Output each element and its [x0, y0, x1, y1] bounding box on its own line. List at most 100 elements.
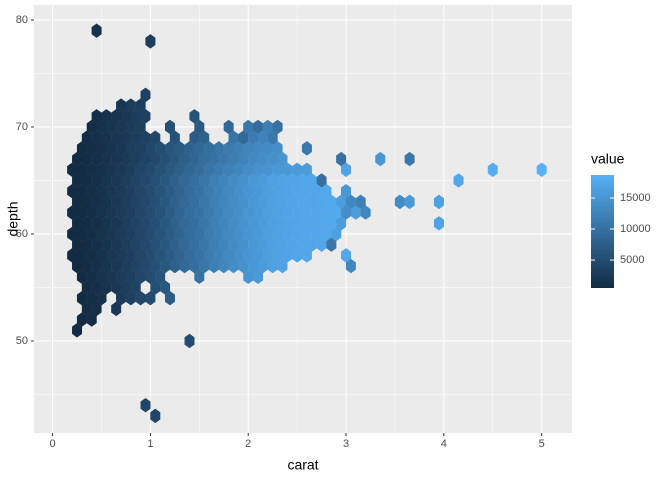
- hex-bin: [228, 173, 239, 188]
- hex-bin: [155, 183, 166, 199]
- hex-bin: [262, 248, 273, 263]
- hex-bin: [81, 258, 92, 274]
- hex-bin: [135, 248, 146, 263]
- hex-bin: [91, 280, 102, 295]
- hex-bin: [164, 183, 175, 199]
- hex-bin: [135, 269, 146, 284]
- hex-bin: [76, 290, 87, 306]
- hex-bin: [145, 290, 156, 306]
- hex-bin: [301, 226, 312, 242]
- hex-bin: [189, 258, 200, 274]
- hex-bin: [292, 248, 303, 263]
- hex-bin: [257, 151, 268, 167]
- hex-bin: [184, 248, 195, 263]
- hex-bin: [86, 183, 97, 199]
- hex-bin: [116, 269, 127, 284]
- hex-bin: [301, 162, 312, 177]
- hex-bin: [174, 205, 185, 220]
- hex-bin: [204, 141, 215, 156]
- hex-bin: [135, 98, 146, 113]
- hex-bin: [120, 216, 131, 231]
- hex-bin: [316, 194, 327, 210]
- hex-bin: [135, 205, 146, 220]
- hex-bin: [155, 248, 166, 263]
- hex-bin: [164, 248, 175, 263]
- hex-bin: [72, 237, 83, 252]
- hex-bin: [101, 237, 112, 252]
- hex-bin: [67, 183, 78, 199]
- hex-bin: [277, 237, 288, 252]
- hex-bin: [218, 237, 229, 252]
- hex-bin: [111, 194, 122, 210]
- hex-bin: [208, 237, 219, 252]
- hex-bin: [164, 226, 175, 242]
- hex-bin: [321, 183, 332, 199]
- x-tick-label: 1: [147, 438, 153, 450]
- hex-bin: [96, 119, 107, 135]
- hex-bin: [155, 141, 166, 156]
- hex-bin: [272, 226, 283, 242]
- hex-bin: [238, 258, 249, 274]
- hex-bin: [101, 194, 112, 210]
- hex-bin: [130, 280, 141, 295]
- hex-bin: [145, 226, 156, 242]
- hex-bin: [218, 216, 229, 231]
- hex-bin: [213, 205, 224, 220]
- hex-bin: [243, 141, 254, 156]
- hex-bin: [243, 205, 254, 220]
- hex-bin: [228, 194, 239, 210]
- hex-bin: [184, 333, 195, 349]
- hex-bin: [257, 237, 268, 252]
- hex-bin: [86, 269, 97, 284]
- hex-bin: [179, 258, 190, 274]
- hex-bin: [267, 194, 278, 210]
- hex-bin: [116, 141, 127, 156]
- hex-bin: [150, 151, 161, 167]
- hex-bin: [199, 173, 210, 188]
- hex-bin: [116, 119, 127, 135]
- hex-bin: [316, 173, 327, 188]
- hex-bin: [130, 194, 141, 210]
- hex-bin: [223, 162, 234, 177]
- hex-bin: [150, 408, 161, 424]
- hex-bin: [140, 173, 151, 188]
- hex-bin: [199, 258, 210, 274]
- hex-bin: [169, 194, 180, 210]
- hex-bin: [76, 162, 87, 177]
- hex-bin: [81, 237, 92, 252]
- hex-bin: [72, 323, 83, 338]
- hex-bin: [189, 173, 200, 188]
- hex-bin: [326, 216, 337, 231]
- hex-bin: [140, 237, 151, 252]
- hex-bin: [155, 269, 166, 284]
- hex-bin: [199, 151, 210, 167]
- hex-bin: [91, 130, 102, 145]
- hex-bin: [91, 109, 102, 124]
- hex-bin: [76, 205, 87, 220]
- hex-bin: [169, 237, 180, 252]
- hex-bin: [120, 130, 131, 145]
- hex-bin: [243, 248, 254, 263]
- hex-bin: [174, 162, 185, 177]
- hex-bin: [189, 130, 200, 145]
- hex-bin: [218, 151, 229, 167]
- hex-bin: [174, 141, 185, 156]
- hex-bin: [96, 162, 107, 177]
- hex-bin: [184, 141, 195, 156]
- hex-bin: [150, 130, 161, 145]
- hex-bin: [238, 237, 249, 252]
- hex-bin: [155, 162, 166, 177]
- hex-bin: [160, 173, 171, 188]
- hex-bin: [184, 226, 195, 242]
- hex-bin: [243, 269, 254, 284]
- hex-bin: [301, 248, 312, 263]
- hex-bin: [257, 216, 268, 231]
- hex-bin: [194, 141, 205, 156]
- hex-bin: [306, 237, 317, 252]
- hex-bin: [111, 109, 122, 124]
- hex-bin: [184, 162, 195, 177]
- hex-bin: [125, 205, 136, 220]
- hex-bin: [125, 248, 136, 263]
- hex-bin: [257, 194, 268, 210]
- hex-bin: [208, 216, 219, 231]
